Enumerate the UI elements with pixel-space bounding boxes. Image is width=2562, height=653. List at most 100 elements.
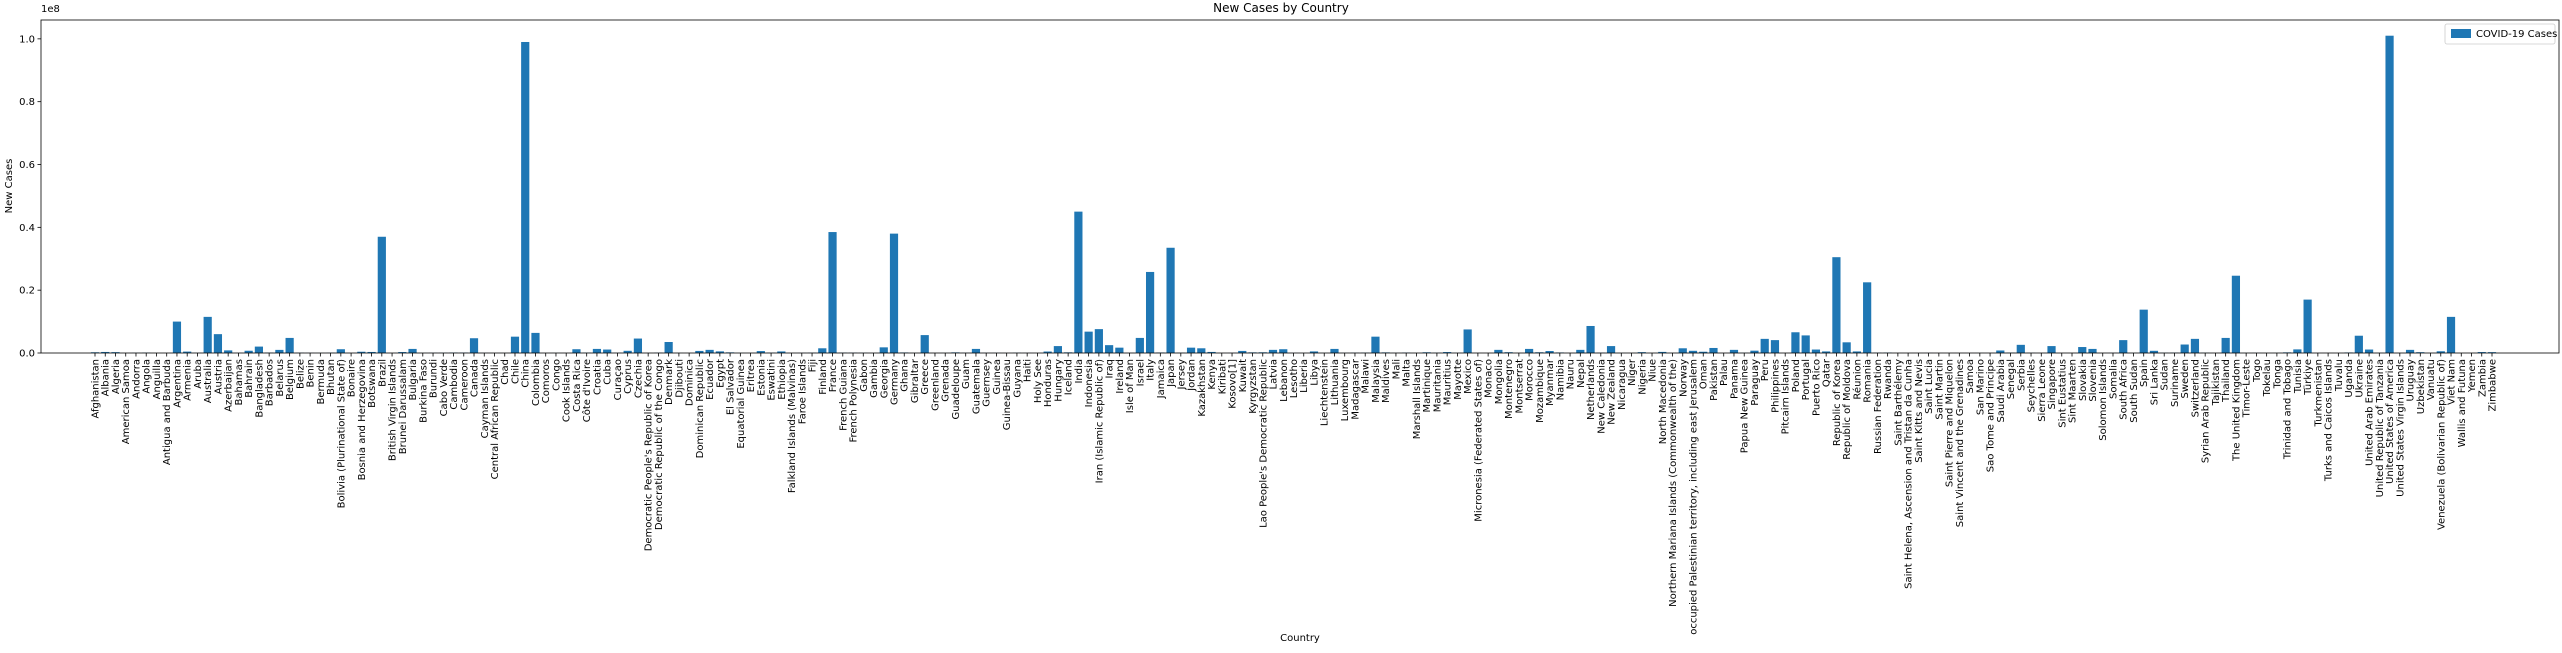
- x-tick-label: France: [828, 359, 839, 392]
- x-tick-label: Turks and Caicos Islands: [2324, 359, 2335, 482]
- x-tick-label: Cuba: [603, 359, 614, 385]
- bar-31: [408, 348, 417, 353]
- x-tick-label: Saint Barthélemy: [1892, 359, 1904, 446]
- x-tick-label: Aruba: [193, 359, 204, 389]
- bar-167: [1801, 335, 1810, 353]
- x-tick-label: India: [1074, 359, 1085, 384]
- bar-155: [1678, 348, 1687, 353]
- y-axis-label: New Cases: [4, 159, 15, 214]
- x-tick-label: Iceland: [1064, 359, 1075, 395]
- x-tick-label: Cabo Verde: [439, 359, 450, 416]
- x-tick-label: Bolivia (Plurinational State of): [336, 359, 347, 508]
- x-tick-label: Pakistan: [1709, 359, 1720, 401]
- x-tick-label: Luxembourg: [1340, 359, 1351, 421]
- x-tick-label: United States of America: [2385, 359, 2396, 484]
- x-tick-label: Bonaire: [347, 359, 358, 397]
- bar-195: [2088, 348, 2097, 353]
- bar-168: [1811, 349, 1821, 353]
- x-tick-label: Niue: [1648, 359, 1659, 382]
- x-tick-label: Holy See: [1033, 359, 1044, 403]
- x-tick-label: Guernsey: [982, 359, 993, 407]
- bar-156: [1688, 350, 1698, 353]
- x-tick-label: Malaysia: [1371, 359, 1382, 403]
- bar-103: [1145, 271, 1155, 353]
- x-tick-label: New Caledonia: [1596, 359, 1607, 434]
- bar-157: [1699, 351, 1708, 353]
- x-tick-label: Djibouti: [674, 359, 685, 398]
- x-tick-label: Uganda: [2344, 359, 2355, 398]
- x-tick-label: Azerbaijan: [224, 359, 235, 412]
- x-tick-label: Türkiye: [2303, 359, 2314, 396]
- x-tick-label: Estonia: [756, 359, 767, 396]
- x-tick-label: Venezuela (Bolivarian Republic of): [2436, 359, 2447, 530]
- x-tick-label: Guinea-Bissau: [1002, 359, 1013, 430]
- x-tick-label: Pitcairn Islands: [1781, 359, 1792, 434]
- x-tick-label: Maldives: [1381, 359, 1392, 403]
- x-tick-label: Sint Eustatius: [2057, 359, 2068, 428]
- y-tick-label: 1.0: [19, 34, 35, 45]
- x-tick-label: Canada: [470, 359, 481, 397]
- x-tick-label: Israel: [1135, 359, 1146, 386]
- bar-1: [101, 351, 110, 353]
- x-tick-label: Greece: [920, 359, 931, 395]
- bar-166: [1791, 332, 1800, 353]
- bar-61: [715, 351, 724, 353]
- x-tick-label: Kyrgyzstan: [1248, 359, 1259, 414]
- x-tick-label: Slovenia: [2088, 359, 2099, 402]
- bar-188: [2016, 344, 2025, 353]
- x-tick-label: Indonesia: [1084, 359, 1095, 407]
- x-tick-label: South Sudan: [2129, 359, 2140, 423]
- bar-43: [531, 332, 540, 353]
- legend-label: COVID-19 Cases: [2476, 29, 2557, 40]
- x-tick-label: Wallis and Futuna: [2457, 359, 2468, 447]
- x-tick-label: Yemen: [2467, 359, 2478, 393]
- x-tick-label: Armenia: [183, 359, 194, 401]
- x-tick-label: Guatemala: [971, 359, 982, 414]
- bar-233: [2477, 352, 2486, 353]
- bar-125: [1371, 336, 1380, 353]
- x-tick-label: Botswana: [367, 359, 378, 408]
- x-tick-label: Timor-Leste: [2242, 359, 2253, 418]
- x-tick-label: Ethiopia: [777, 359, 788, 400]
- bar-42: [521, 41, 530, 353]
- x-tick-label: Argentina: [172, 359, 183, 408]
- x-tick-label: Albania: [101, 359, 112, 396]
- x-tick-label: Tonga: [2272, 359, 2283, 389]
- bar-172: [1852, 351, 1861, 353]
- x-tick-label: Portugal: [1801, 359, 1812, 400]
- x-tick-label: Belize: [295, 359, 306, 389]
- x-tick-label: Singapore: [2047, 359, 2058, 409]
- x-tick-label: Puerto Rico: [1811, 359, 1822, 416]
- bar-27: [367, 351, 376, 353]
- x-tick-label: Comoros: [541, 359, 552, 403]
- x-tick-label: Mali: [1391, 359, 1402, 379]
- bar-151: [1637, 352, 1646, 353]
- x-tick-label: Equatorial Guinea: [736, 359, 747, 449]
- x-tick-label: Romania: [1863, 359, 1874, 403]
- x-tick-label: Monaco: [1484, 359, 1495, 398]
- x-tick-label: Saint Lucia: [1924, 359, 1935, 414]
- bar-234: [2487, 352, 2497, 353]
- bar-94: [1053, 346, 1062, 353]
- x-tick-label: Tajikistan: [2211, 359, 2222, 406]
- x-tick-label: Democratic People's Republic of Korea: [644, 359, 655, 551]
- x-tick-label: Jamaica: [1156, 359, 1167, 399]
- x-tick-label: Libya: [1309, 359, 1320, 386]
- x-tick-label: Niger: [1627, 358, 1638, 386]
- bar-201: [2149, 350, 2159, 353]
- x-tick-label: Cyprus: [623, 359, 634, 394]
- x-tick-label: Greenland: [930, 359, 941, 411]
- bar-158: [1709, 347, 1718, 353]
- x-tick-label: El Salvador: [726, 358, 737, 415]
- x-tick-label: Palau: [1719, 359, 1730, 386]
- x-tick-label: Kosovo[1]: [1228, 359, 1239, 409]
- x-tick-label: Brunei Darussalam: [398, 359, 409, 454]
- x-tick-label: The United Kingdom: [2231, 359, 2242, 462]
- x-tick-label: Honduras: [1043, 359, 1054, 407]
- bar-186: [1996, 350, 2005, 353]
- bar-52: [623, 350, 632, 353]
- bar-209: [2231, 275, 2241, 353]
- bar-198: [2119, 340, 2128, 353]
- x-tick-label: Gibraltar: [910, 358, 921, 403]
- bar-56: [664, 342, 673, 353]
